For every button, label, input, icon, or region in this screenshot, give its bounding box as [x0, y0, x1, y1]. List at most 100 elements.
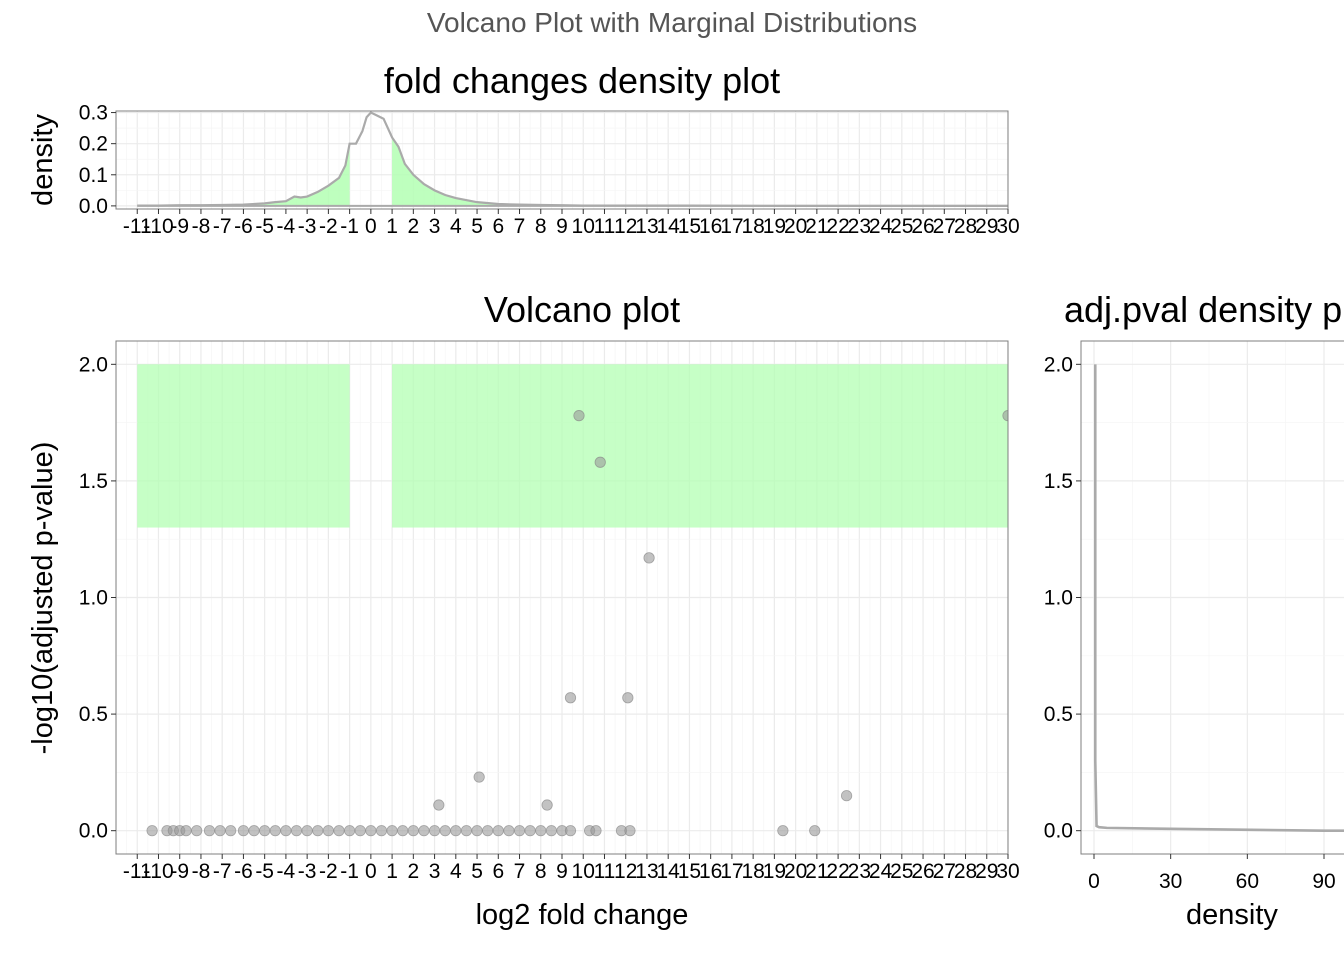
volcano-x-tick-label: 13 [635, 860, 658, 883]
density-curve-group [137, 111, 1008, 207]
volcano-x-tick-label: 26 [911, 860, 934, 883]
volcano-point [203, 825, 216, 837]
volcano-x-tick-label: 22 [826, 860, 849, 883]
volcano-point [482, 825, 494, 837]
volcano-point [259, 825, 271, 837]
volcano-y-ticks: 0.0 0.5 1.0 1.5 2.0 [79, 353, 116, 843]
density-x-tick-label: -3 [298, 215, 317, 238]
volcano-point [643, 552, 655, 564]
fold-change-density-panel: fold changes density plot density -11-10… [27, 60, 1020, 238]
volcano-x-tick-label: 10 [572, 860, 595, 883]
pval-x-tick-label: 0 [1088, 870, 1100, 893]
volcano-x-tick-label: 5 [471, 860, 483, 883]
volcano-x-tick-label: 15 [678, 860, 701, 883]
significance-region [392, 364, 1008, 528]
volcano-x-tick-label: -5 [255, 860, 274, 883]
volcano-point [503, 825, 515, 837]
pval-x-tick-label: 90 [1312, 870, 1335, 893]
volcano-x-axis-label: log2 fold change [476, 899, 689, 931]
volcano-x-tick-label: 14 [657, 860, 681, 883]
volcano-shaded-regions [137, 364, 1008, 528]
volcano-x-tick-label: -9 [170, 860, 189, 883]
density-x-tick-label: 17 [720, 215, 743, 238]
volcano-point [460, 825, 473, 837]
volcano-point [564, 692, 577, 704]
density-x-tick-label: -2 [319, 215, 338, 238]
volcano-x-tick-label: -3 [298, 860, 317, 883]
density-x-tick-label: 30 [996, 215, 1019, 238]
volcano-point [594, 456, 606, 468]
significance-region [137, 364, 350, 528]
volcano-x-tick-label: 21 [805, 860, 828, 883]
pval-y-tick-label: 1.5 [1044, 470, 1073, 493]
volcano-y-tick-label: 0.5 [79, 703, 108, 726]
volcano-point [450, 825, 462, 837]
volcano-point [386, 825, 398, 837]
volcano-x-ticks: -11-10-9 -8 -7 -6 -5 -4 -3 -2 -1 0 1 2 3 4 5 6 7 8 9 101112… [123, 854, 1020, 883]
density-x-tick-label: 26 [911, 215, 934, 238]
volcano-y-tick-label: 1.5 [79, 470, 108, 493]
volcano-points [146, 410, 1008, 837]
volcano-x-tick-label: 19 [763, 860, 786, 883]
volcano-x-tick-label: 24 [869, 860, 893, 883]
volcano-point [524, 825, 536, 837]
density-y-tick-label: 0.3 [79, 102, 108, 125]
density-y-tick-label: 0.1 [79, 164, 108, 187]
volcano-point [492, 825, 504, 837]
volcano-point [322, 825, 334, 837]
density-y-ticks: 0.0 0.1 0.2 0.3 [79, 102, 116, 218]
volcano-point [809, 825, 821, 837]
density-x-tick-label: 14 [657, 215, 681, 238]
density-panel-title: fold changes density plot [384, 60, 780, 101]
volcano-point [301, 825, 313, 837]
density-x-tick-label: -4 [277, 215, 296, 238]
density-x-tick-label: 25 [890, 215, 913, 238]
volcano-point [564, 825, 577, 837]
pval-panel-title: adj.pval density plot [1064, 289, 1344, 330]
volcano-x-tick-label: 27 [933, 860, 956, 883]
density-x-tick-label: -5 [255, 215, 274, 238]
pval-y-tick-label: 2.0 [1044, 353, 1073, 376]
density-x-tick-label: 19 [763, 215, 786, 238]
pval-x-ticks: 0 30 60 90 [1088, 854, 1336, 893]
pval-density-curve [1093, 364, 1344, 832]
volcano-x-tick-label: -4 [277, 860, 296, 883]
density-x-tick-label: -1 [340, 215, 359, 238]
volcano-point [365, 825, 377, 837]
density-shaded-area [137, 143, 350, 206]
volcano-x-tick-label: 12 [614, 860, 637, 883]
density-x-tick-label: -9 [170, 215, 189, 238]
volcano-x-tick-label: 0 [365, 860, 377, 883]
density-x-tick-label: 2 [407, 215, 419, 238]
volcano-x-tick-label: 8 [535, 860, 547, 883]
volcano-y-tick-label: 0.0 [79, 820, 108, 843]
volcano-x-tick-label: 18 [741, 860, 764, 883]
density-x-tick-label: -7 [213, 215, 232, 238]
density-x-tick-label: 6 [492, 215, 504, 238]
density-y-axis-label: density [27, 114, 59, 206]
volcano-point [225, 825, 237, 837]
density-x-tick-label: 27 [933, 215, 956, 238]
volcano-point [191, 825, 203, 837]
volcano-point [354, 825, 366, 837]
density-x-tick-label: 0 [365, 215, 377, 238]
volcano-x-tick-label: 6 [492, 860, 504, 883]
volcano-x-tick-label: -2 [319, 860, 338, 883]
volcano-panel: Volcano plot -log10(adjusted p-value) lo… [27, 289, 1020, 931]
volcano-point [535, 825, 547, 837]
density-curve [137, 111, 1008, 207]
density-x-tick-label: 8 [535, 215, 547, 238]
pval-x-tick-label: 60 [1236, 870, 1259, 893]
density-x-tick-label: 13 [635, 215, 658, 238]
volcano-point [513, 825, 526, 837]
volcano-y-axis-label: -log10(adjusted p-value) [27, 442, 59, 755]
volcano-point [397, 825, 409, 837]
volcano-point [180, 825, 192, 837]
volcano-x-tick-label: 4 [450, 860, 462, 883]
volcano-x-tick-label: 28 [954, 860, 977, 883]
density-x-tick-label: 24 [869, 215, 893, 238]
density-x-tick-label: 5 [471, 215, 483, 238]
volcano-point [840, 790, 853, 802]
volcano-point [146, 825, 158, 837]
volcano-x-tick-label: 11 [594, 860, 616, 883]
